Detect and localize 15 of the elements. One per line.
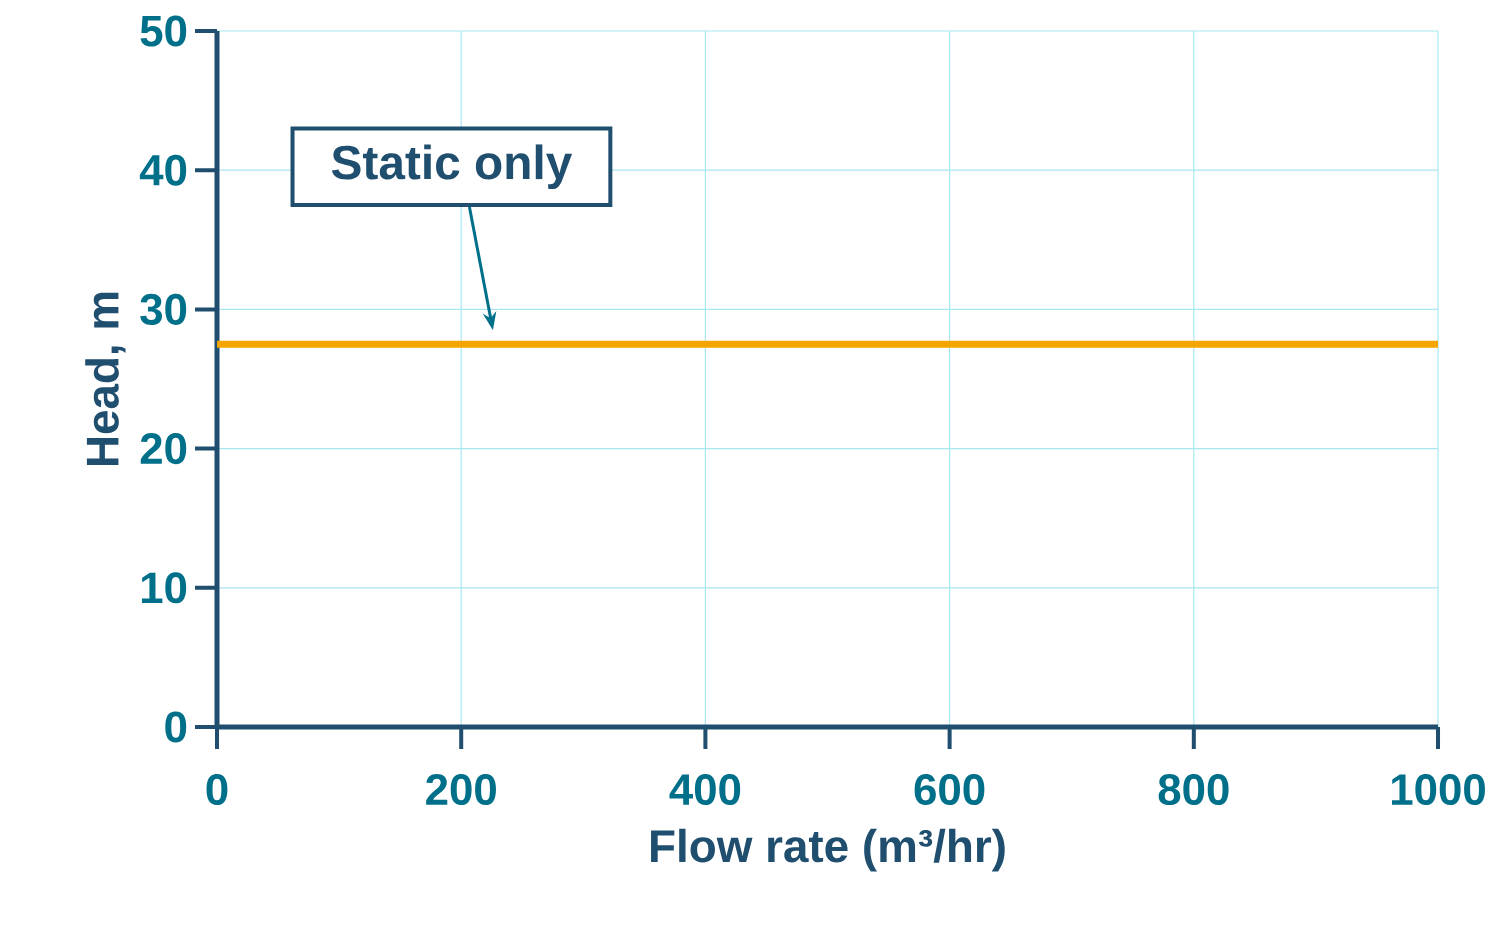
y-tick-label: 40 (139, 154, 187, 186)
x-tick-label: 0 (206, 774, 228, 806)
y-tick-label: 50 (140, 15, 187, 47)
x-tick-label: 200 (426, 774, 496, 806)
y-tick-label: 20 (140, 433, 187, 465)
x-tick-label: 400 (669, 774, 741, 806)
x-axis-title: Flow rate (m³/hr) (651, 828, 1005, 872)
y-tick-label: 30 (140, 293, 187, 325)
x-tick-label: 600 (914, 774, 985, 806)
x-tick-label: 1000 (1392, 774, 1485, 806)
annotation: Static only (331, 144, 573, 190)
y-tick-label: 0 (165, 711, 187, 743)
y-tick-label: 10 (141, 572, 187, 604)
y-axis-title: Head, m (85, 292, 126, 466)
x-tick-label: 800 (1158, 774, 1229, 806)
